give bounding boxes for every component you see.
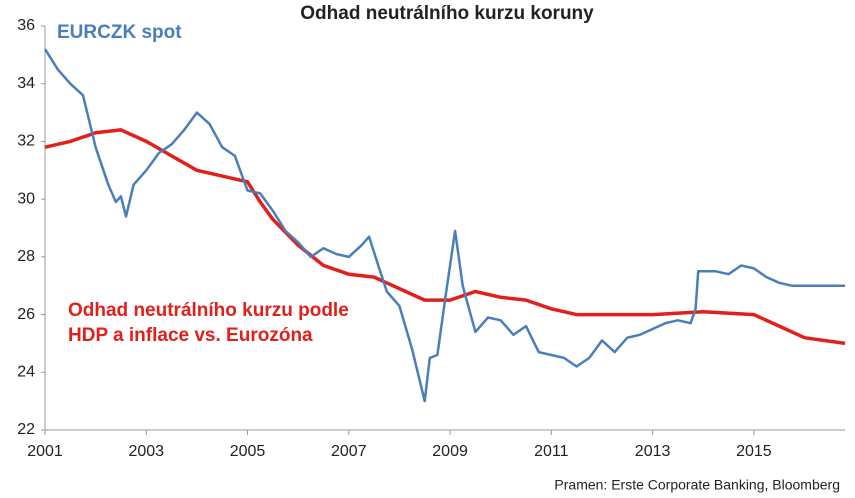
y-tick-label: 30 bbox=[17, 190, 35, 207]
y-tick-label: 26 bbox=[17, 306, 35, 323]
y-tick-label: 22 bbox=[17, 421, 35, 438]
y-tick-label: 32 bbox=[17, 133, 35, 150]
chart-title: Odhad neutrálního kurzu koruny bbox=[300, 3, 594, 24]
y-tick-label: 34 bbox=[17, 75, 35, 92]
series-line bbox=[44, 128, 846, 346]
x-tick-label: 2009 bbox=[432, 443, 468, 460]
y-tick-label: 24 bbox=[17, 364, 35, 381]
x-tick-label: 2011 bbox=[534, 443, 569, 460]
y-tick-label: 28 bbox=[17, 248, 35, 265]
x-tick-label: 2001 bbox=[27, 443, 63, 460]
x-tick-label: 2013 bbox=[635, 443, 671, 460]
series-line bbox=[43, 48, 845, 403]
x-tick-label: 2015 bbox=[736, 443, 772, 460]
x-tick-label: 2007 bbox=[331, 443, 367, 460]
x-tick-label: 2005 bbox=[230, 443, 266, 460]
x-tick-label: 2003 bbox=[128, 443, 164, 460]
legend-label: EURCZK spot bbox=[57, 22, 182, 43]
source: Pramen: Erste Corporate Banking, Bloombe… bbox=[554, 477, 840, 493]
legend-label: Odhad neutrálního kurzu podle HDP a infl… bbox=[68, 300, 349, 346]
y-tick-label: 36 bbox=[17, 17, 35, 34]
